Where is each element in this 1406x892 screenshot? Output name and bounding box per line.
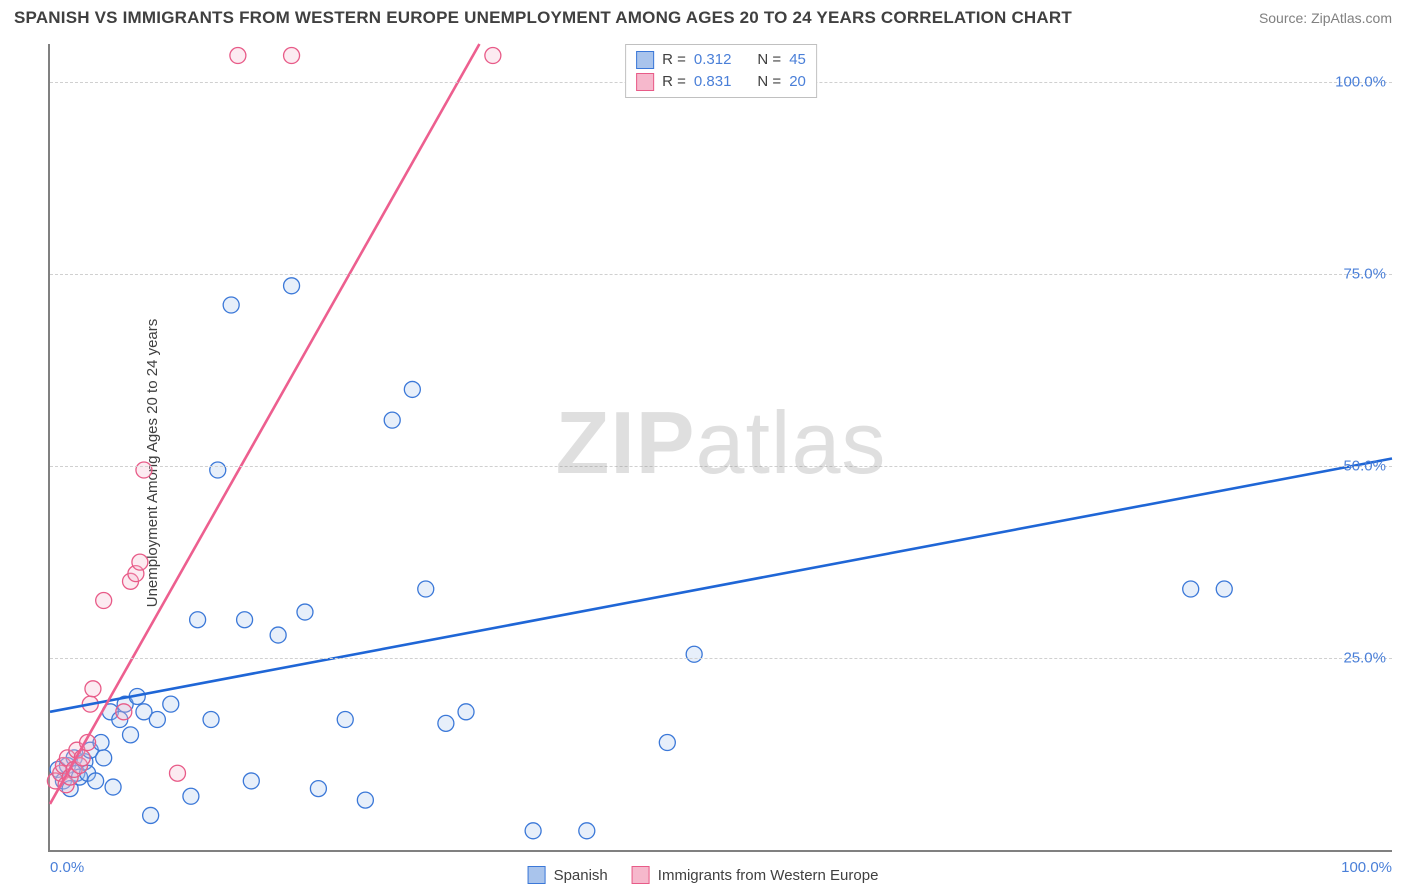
legend-r-label: R = (662, 71, 686, 93)
data-point (357, 792, 373, 808)
data-point (116, 704, 132, 720)
y-tick-label: 50.0% (1343, 458, 1386, 475)
data-point (210, 462, 226, 478)
correlation-legend-row: R = 0.312 N = 45 (636, 49, 806, 71)
series-legend-label: Spanish (554, 867, 608, 884)
data-point (404, 381, 420, 397)
legend-n-value: 45 (789, 49, 806, 71)
data-point (310, 781, 326, 797)
series-legend-item: Spanish (528, 866, 608, 884)
legend-swatch (636, 51, 654, 69)
gridline (50, 658, 1392, 659)
data-point (1216, 581, 1232, 597)
y-tick-label: 25.0% (1343, 650, 1386, 667)
chart-title: SPANISH VS IMMIGRANTS FROM WESTERN EUROP… (14, 8, 1072, 28)
chart-area: Unemployment Among Ages 20 to 24 years R… (0, 34, 1406, 892)
legend-swatch (528, 866, 546, 884)
data-point (243, 773, 259, 789)
data-point (223, 297, 239, 313)
data-point (284, 48, 300, 64)
plot-region: R =0.312N =45R =0.831N =20 ZIPatlas 25.0… (48, 44, 1392, 852)
data-point (686, 646, 702, 662)
data-point (136, 462, 152, 478)
chart-header: SPANISH VS IMMIGRANTS FROM WESTERN EUROP… (0, 0, 1406, 32)
legend-r-value: 0.831 (694, 71, 732, 93)
series-legend: Spanish Immigrants from Western Europe (528, 866, 879, 884)
data-point (190, 612, 206, 628)
data-point (237, 612, 253, 628)
data-point (132, 554, 148, 570)
data-point (485, 48, 501, 64)
chart-source: Source: ZipAtlas.com (1259, 10, 1392, 26)
correlation-legend-row: R = 0.831 N = 20 (636, 71, 806, 93)
series-legend-item: Immigrants from Western Europe (632, 866, 879, 884)
data-point (88, 773, 104, 789)
data-point (183, 788, 199, 804)
data-point (270, 627, 286, 643)
data-point (230, 48, 246, 64)
data-point (85, 681, 101, 697)
data-point (384, 412, 400, 428)
gridline (50, 466, 1392, 467)
data-point (96, 750, 112, 766)
legend-swatch (632, 866, 650, 884)
legend-n-value: 20 (789, 71, 806, 93)
x-tick-label: 0.0% (50, 859, 84, 876)
data-point (525, 823, 541, 839)
data-point (1183, 581, 1199, 597)
data-point (659, 735, 675, 751)
data-point (438, 715, 454, 731)
legend-n-label: N = (757, 71, 781, 93)
data-point (96, 593, 112, 609)
data-point (297, 604, 313, 620)
gridline (50, 274, 1392, 275)
data-point (143, 807, 159, 823)
x-tick-label: 100.0% (1341, 859, 1392, 876)
plot-svg (50, 44, 1392, 850)
data-point (149, 712, 165, 728)
legend-swatch (636, 73, 654, 91)
data-point (458, 704, 474, 720)
correlation-legend: R = 0.312 N = 45 R = 0.831 N = 20 (625, 44, 817, 98)
legend-r-label: R = (662, 49, 686, 71)
legend-n-label: N = (757, 49, 781, 71)
data-point (105, 779, 121, 795)
y-tick-label: 100.0% (1335, 74, 1386, 91)
data-point (123, 727, 139, 743)
regression-line (50, 44, 479, 804)
data-point (163, 696, 179, 712)
data-point (284, 278, 300, 294)
legend-r-value: 0.312 (694, 49, 732, 71)
data-point (418, 581, 434, 597)
series-legend-label: Immigrants from Western Europe (658, 867, 879, 884)
y-tick-label: 75.0% (1343, 266, 1386, 283)
data-point (337, 712, 353, 728)
data-point (579, 823, 595, 839)
data-point (203, 712, 219, 728)
data-point (169, 765, 185, 781)
